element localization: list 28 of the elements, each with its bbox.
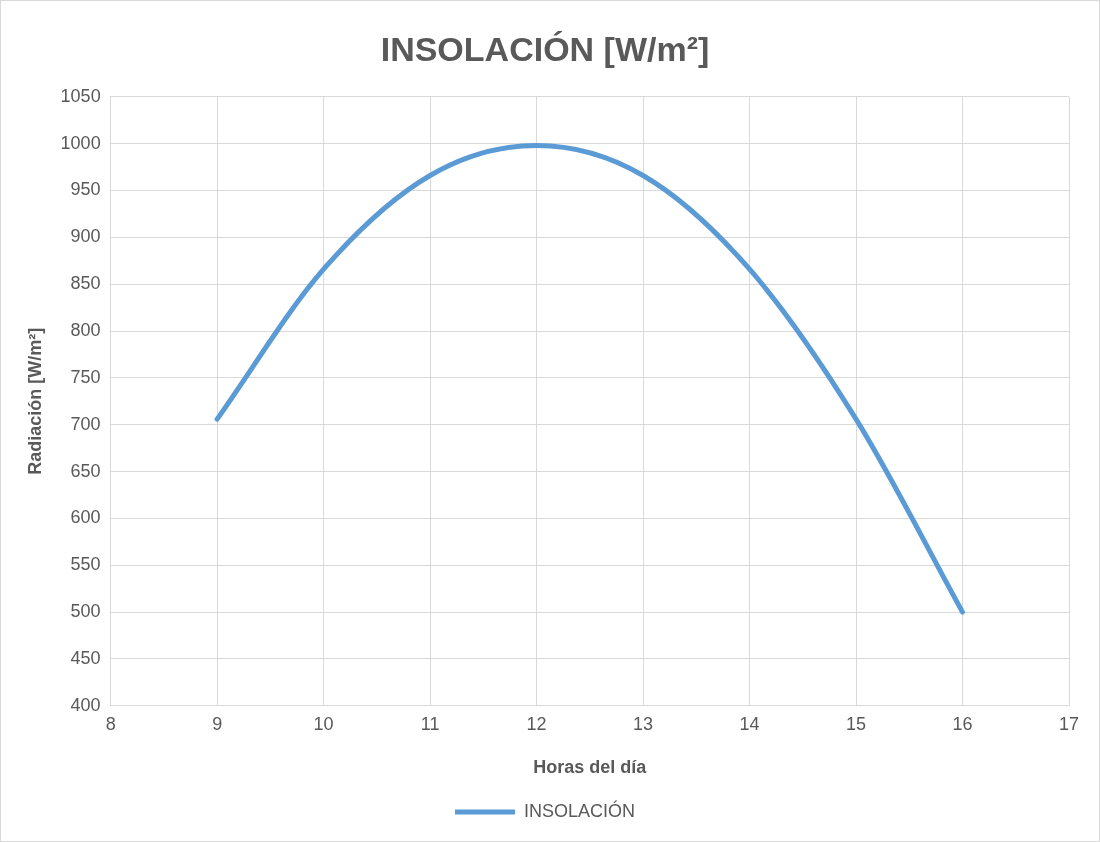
- y-tick-label: 600: [70, 507, 101, 528]
- y-tick-label: 1000: [60, 132, 101, 153]
- y-tick-label: 750: [70, 366, 101, 387]
- x-tick-label: 10: [313, 713, 334, 734]
- y-tick-label: 950: [70, 179, 101, 200]
- y-tick-label: 850: [70, 273, 101, 294]
- x-tick-label: 8: [105, 713, 116, 734]
- y-tick-label: 700: [70, 413, 101, 434]
- x-tick-label: 11: [420, 713, 440, 734]
- x-tick-label: 16: [952, 713, 973, 734]
- chart-title: INSOLACIÓN [W/m²]: [380, 29, 710, 68]
- y-tick-label: 400: [70, 694, 101, 715]
- y-tick-label: 500: [70, 601, 101, 622]
- y-axis-title: Radiación [W/m²]: [24, 327, 45, 475]
- legend-label: INSOLACIÓN: [523, 799, 636, 821]
- x-tick-label: 15: [846, 713, 867, 734]
- x-tick-label: 9: [212, 713, 223, 734]
- y-tick-label: 550: [70, 554, 101, 575]
- x-tick-label: 14: [739, 713, 760, 734]
- x-axis-title: Horas del día: [533, 757, 648, 778]
- y-tick-label: 800: [70, 320, 101, 340]
- y-tick-label: 900: [70, 226, 101, 247]
- x-tick-label: 12: [526, 713, 547, 734]
- x-tick-label: 13: [633, 713, 654, 734]
- y-tick-label: 1050: [60, 85, 101, 106]
- x-tick-label: 17: [1058, 713, 1080, 734]
- y-tick-label: 650: [70, 460, 101, 481]
- y-tick-label: 450: [70, 647, 101, 668]
